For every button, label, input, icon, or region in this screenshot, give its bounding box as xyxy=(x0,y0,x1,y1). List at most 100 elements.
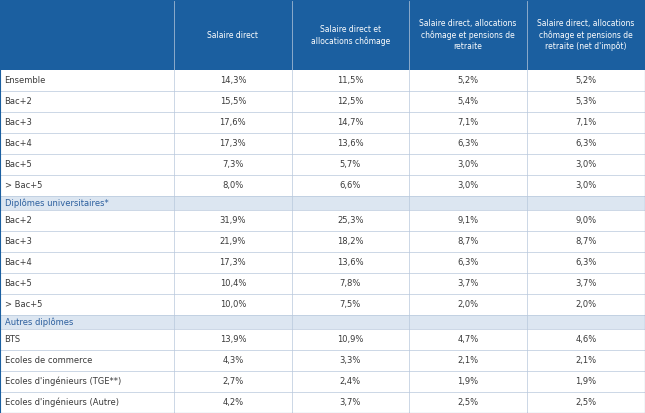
Text: 4,2%: 4,2% xyxy=(223,398,243,407)
Text: 7,1%: 7,1% xyxy=(575,118,597,127)
Text: 7,3%: 7,3% xyxy=(222,160,244,169)
Text: 31,9%: 31,9% xyxy=(219,216,246,225)
Text: Bac+3: Bac+3 xyxy=(5,118,32,127)
Text: 6,3%: 6,3% xyxy=(575,139,597,148)
Bar xyxy=(0,210,645,231)
Text: 2,7%: 2,7% xyxy=(223,377,243,386)
Bar xyxy=(0,71,645,91)
Text: 2,1%: 2,1% xyxy=(457,356,479,365)
Bar xyxy=(0,252,645,273)
Text: 17,3%: 17,3% xyxy=(219,258,246,267)
Bar xyxy=(0,371,645,392)
Bar xyxy=(0,175,645,196)
Text: 8,0%: 8,0% xyxy=(223,181,243,190)
Text: 17,3%: 17,3% xyxy=(219,139,246,148)
Text: Salaire direct: Salaire direct xyxy=(207,31,259,40)
Text: 17,6%: 17,6% xyxy=(219,118,246,127)
Text: 10,0%: 10,0% xyxy=(220,300,246,309)
Text: 3,7%: 3,7% xyxy=(339,398,361,407)
Text: 3,0%: 3,0% xyxy=(457,160,479,169)
Text: Salaire direct et
allocations chômage: Salaire direct et allocations chômage xyxy=(311,25,390,45)
Text: 5,7%: 5,7% xyxy=(340,160,361,169)
Text: Autres diplômes: Autres diplômes xyxy=(5,317,73,327)
Bar xyxy=(0,231,645,252)
Text: 2,0%: 2,0% xyxy=(457,300,479,309)
Text: 4,6%: 4,6% xyxy=(575,335,597,344)
Text: 9,1%: 9,1% xyxy=(457,216,479,225)
Text: BTS: BTS xyxy=(5,335,21,344)
Text: Bac+2: Bac+2 xyxy=(5,97,32,106)
Text: 5,3%: 5,3% xyxy=(575,97,597,106)
Text: 7,8%: 7,8% xyxy=(339,279,361,288)
Text: 2,5%: 2,5% xyxy=(457,398,479,407)
Text: 11,5%: 11,5% xyxy=(337,76,363,85)
Bar xyxy=(0,315,645,329)
Bar xyxy=(409,0,527,71)
Text: 9,0%: 9,0% xyxy=(575,216,597,225)
Text: 5,2%: 5,2% xyxy=(457,76,479,85)
Bar xyxy=(0,112,645,133)
Bar xyxy=(292,0,409,71)
Bar xyxy=(0,196,645,210)
Text: 2,5%: 2,5% xyxy=(575,398,597,407)
Text: 5,4%: 5,4% xyxy=(457,97,479,106)
Bar xyxy=(0,0,174,71)
Text: Ecoles de commerce: Ecoles de commerce xyxy=(5,356,92,365)
Text: 1,9%: 1,9% xyxy=(575,377,597,386)
Bar xyxy=(0,329,645,350)
Bar xyxy=(174,0,292,71)
Text: 14,7%: 14,7% xyxy=(337,118,364,127)
Text: 7,5%: 7,5% xyxy=(340,300,361,309)
Text: > Bac+5: > Bac+5 xyxy=(5,181,42,190)
Text: 21,9%: 21,9% xyxy=(220,237,246,246)
Text: 7,1%: 7,1% xyxy=(457,118,479,127)
Text: 2,0%: 2,0% xyxy=(575,300,597,309)
Text: 4,3%: 4,3% xyxy=(223,356,243,365)
Text: 5,2%: 5,2% xyxy=(575,76,597,85)
Text: 12,5%: 12,5% xyxy=(337,97,363,106)
Bar xyxy=(0,273,645,294)
Text: Bac+5: Bac+5 xyxy=(5,160,32,169)
Text: 2,1%: 2,1% xyxy=(575,356,597,365)
Text: Bac+4: Bac+4 xyxy=(5,139,32,148)
Text: Salaire direct, allocations
chômage et pensions de
retraite (net d'impôt): Salaire direct, allocations chômage et p… xyxy=(537,19,635,52)
Text: 14,3%: 14,3% xyxy=(219,76,246,85)
Text: Ecoles d'ingénieurs (TGE**): Ecoles d'ingénieurs (TGE**) xyxy=(5,377,121,386)
Text: 6,3%: 6,3% xyxy=(575,258,597,267)
Text: 25,3%: 25,3% xyxy=(337,216,364,225)
Text: 18,2%: 18,2% xyxy=(337,237,364,246)
Text: 6,3%: 6,3% xyxy=(457,258,479,267)
Text: Salaire direct, allocations
chômage et pensions de
retraite: Salaire direct, allocations chômage et p… xyxy=(419,19,517,51)
Text: 6,6%: 6,6% xyxy=(339,181,361,190)
Text: 3,3%: 3,3% xyxy=(339,356,361,365)
Text: 2,4%: 2,4% xyxy=(340,377,361,386)
Text: 8,7%: 8,7% xyxy=(457,237,479,246)
Text: Diplômes universitaires*: Diplômes universitaires* xyxy=(5,198,108,208)
Text: Ecoles d'ingénieurs (Autre): Ecoles d'ingénieurs (Autre) xyxy=(5,398,119,407)
Text: 3,7%: 3,7% xyxy=(575,279,597,288)
Bar xyxy=(0,392,645,413)
Text: 13,6%: 13,6% xyxy=(337,258,364,267)
Text: Bac+5: Bac+5 xyxy=(5,279,32,288)
Text: Bac+2: Bac+2 xyxy=(5,216,32,225)
Bar xyxy=(0,91,645,112)
Bar xyxy=(527,0,645,71)
Text: 1,9%: 1,9% xyxy=(457,377,479,386)
Bar xyxy=(0,350,645,371)
Text: Ensemble: Ensemble xyxy=(5,76,46,85)
Bar xyxy=(0,294,645,315)
Text: 3,7%: 3,7% xyxy=(457,279,479,288)
Text: > Bac+5: > Bac+5 xyxy=(5,300,42,309)
Text: 3,0%: 3,0% xyxy=(457,181,479,190)
Text: 4,7%: 4,7% xyxy=(457,335,479,344)
Text: 10,9%: 10,9% xyxy=(337,335,363,344)
Text: 8,7%: 8,7% xyxy=(575,237,597,246)
Text: 13,6%: 13,6% xyxy=(337,139,364,148)
Text: 13,9%: 13,9% xyxy=(219,335,246,344)
Bar xyxy=(0,133,645,154)
Text: 6,3%: 6,3% xyxy=(457,139,479,148)
Text: 15,5%: 15,5% xyxy=(220,97,246,106)
Text: 10,4%: 10,4% xyxy=(220,279,246,288)
Text: Bac+3: Bac+3 xyxy=(5,237,32,246)
Text: 3,0%: 3,0% xyxy=(575,160,597,169)
